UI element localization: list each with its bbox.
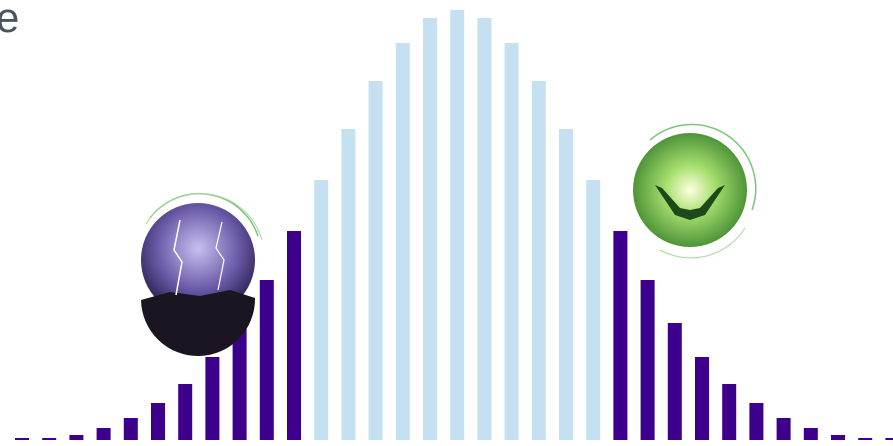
bar (368, 81, 383, 440)
bar (803, 428, 818, 440)
bar (341, 129, 356, 440)
storm-image (141, 192, 263, 357)
bar (15, 438, 29, 440)
bar (858, 438, 873, 440)
bar (96, 428, 111, 440)
bar (42, 438, 57, 440)
chart-title: e (0, 0, 19, 41)
hands-image (633, 123, 757, 259)
bar (640, 280, 655, 440)
bar (423, 18, 437, 440)
bar (504, 43, 519, 440)
bar (776, 418, 791, 440)
bar (205, 357, 220, 440)
bar (559, 129, 573, 440)
bar (613, 231, 628, 440)
bar (586, 180, 601, 440)
bar (667, 323, 682, 440)
bar (123, 418, 138, 440)
bars (15, 10, 893, 440)
bar (695, 357, 709, 440)
bar (287, 231, 301, 440)
bar (259, 280, 274, 440)
bar (450, 10, 465, 440)
bar (749, 403, 764, 440)
bar (477, 18, 492, 440)
bar (831, 435, 845, 440)
bar (722, 384, 737, 440)
bar (531, 81, 546, 440)
bar (395, 43, 410, 440)
bar (314, 180, 329, 440)
bar (885, 438, 893, 440)
bar (178, 384, 193, 440)
bar (69, 435, 84, 440)
bar (151, 403, 165, 440)
bar (232, 323, 247, 440)
